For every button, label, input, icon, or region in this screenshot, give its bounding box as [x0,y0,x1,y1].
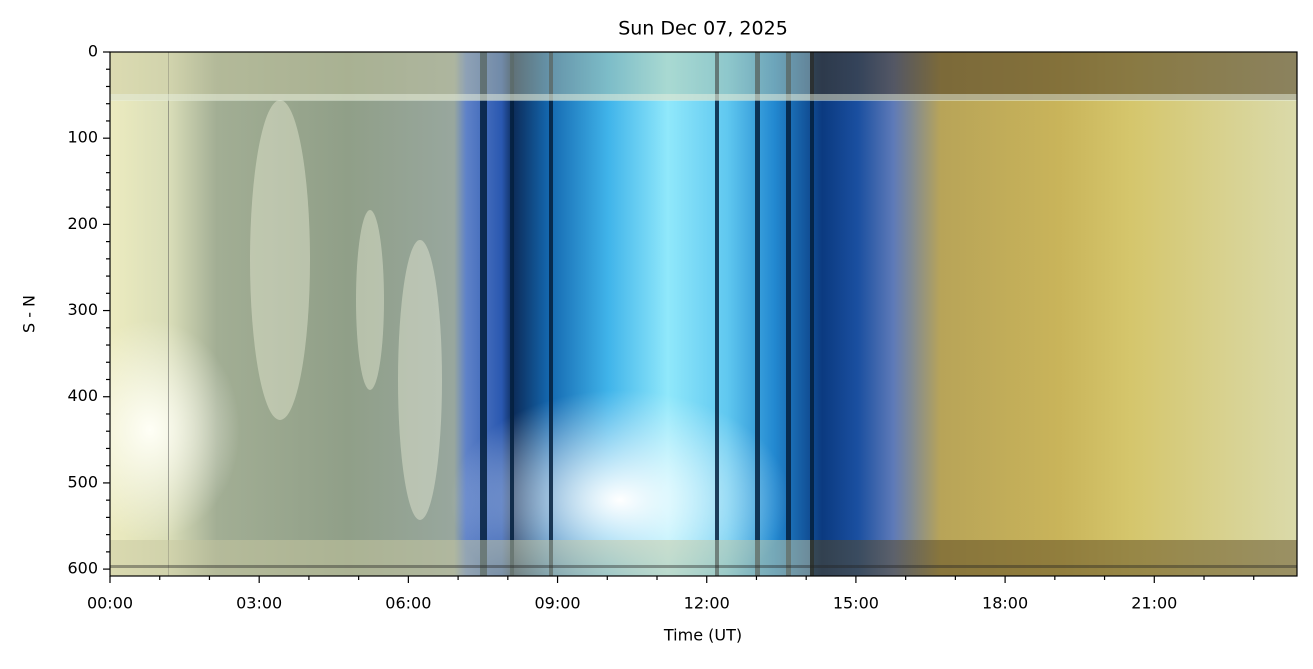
y-tick-label: 500 [67,472,98,491]
keogram-image [110,52,1297,576]
plot-frame [109,51,1298,577]
y-tick-label: 100 [67,128,98,147]
x-tick-label: 09:00 [534,594,580,613]
x-axis-label: Time (UT) [663,626,742,645]
y-tick-label: 400 [67,386,98,405]
x-tick-label: 06:00 [385,594,431,613]
y-tick-label: 600 [67,559,98,578]
y-tick-label: 0 [88,42,98,61]
x-tick-label: 15:00 [833,594,879,613]
y-tick-label: 200 [67,214,98,233]
chart-title: Sun Dec 07, 2025 [618,18,788,40]
x-tick-label: 12:00 [684,594,730,613]
y-tick-label: 300 [67,300,98,319]
y-axis-label: S - N [20,295,39,333]
x-tick-label: 03:00 [236,594,282,613]
x-tick-label: 21:00 [1131,594,1177,613]
x-tick-label: 00:00 [87,594,133,613]
x-tick-label: 18:00 [982,594,1028,613]
